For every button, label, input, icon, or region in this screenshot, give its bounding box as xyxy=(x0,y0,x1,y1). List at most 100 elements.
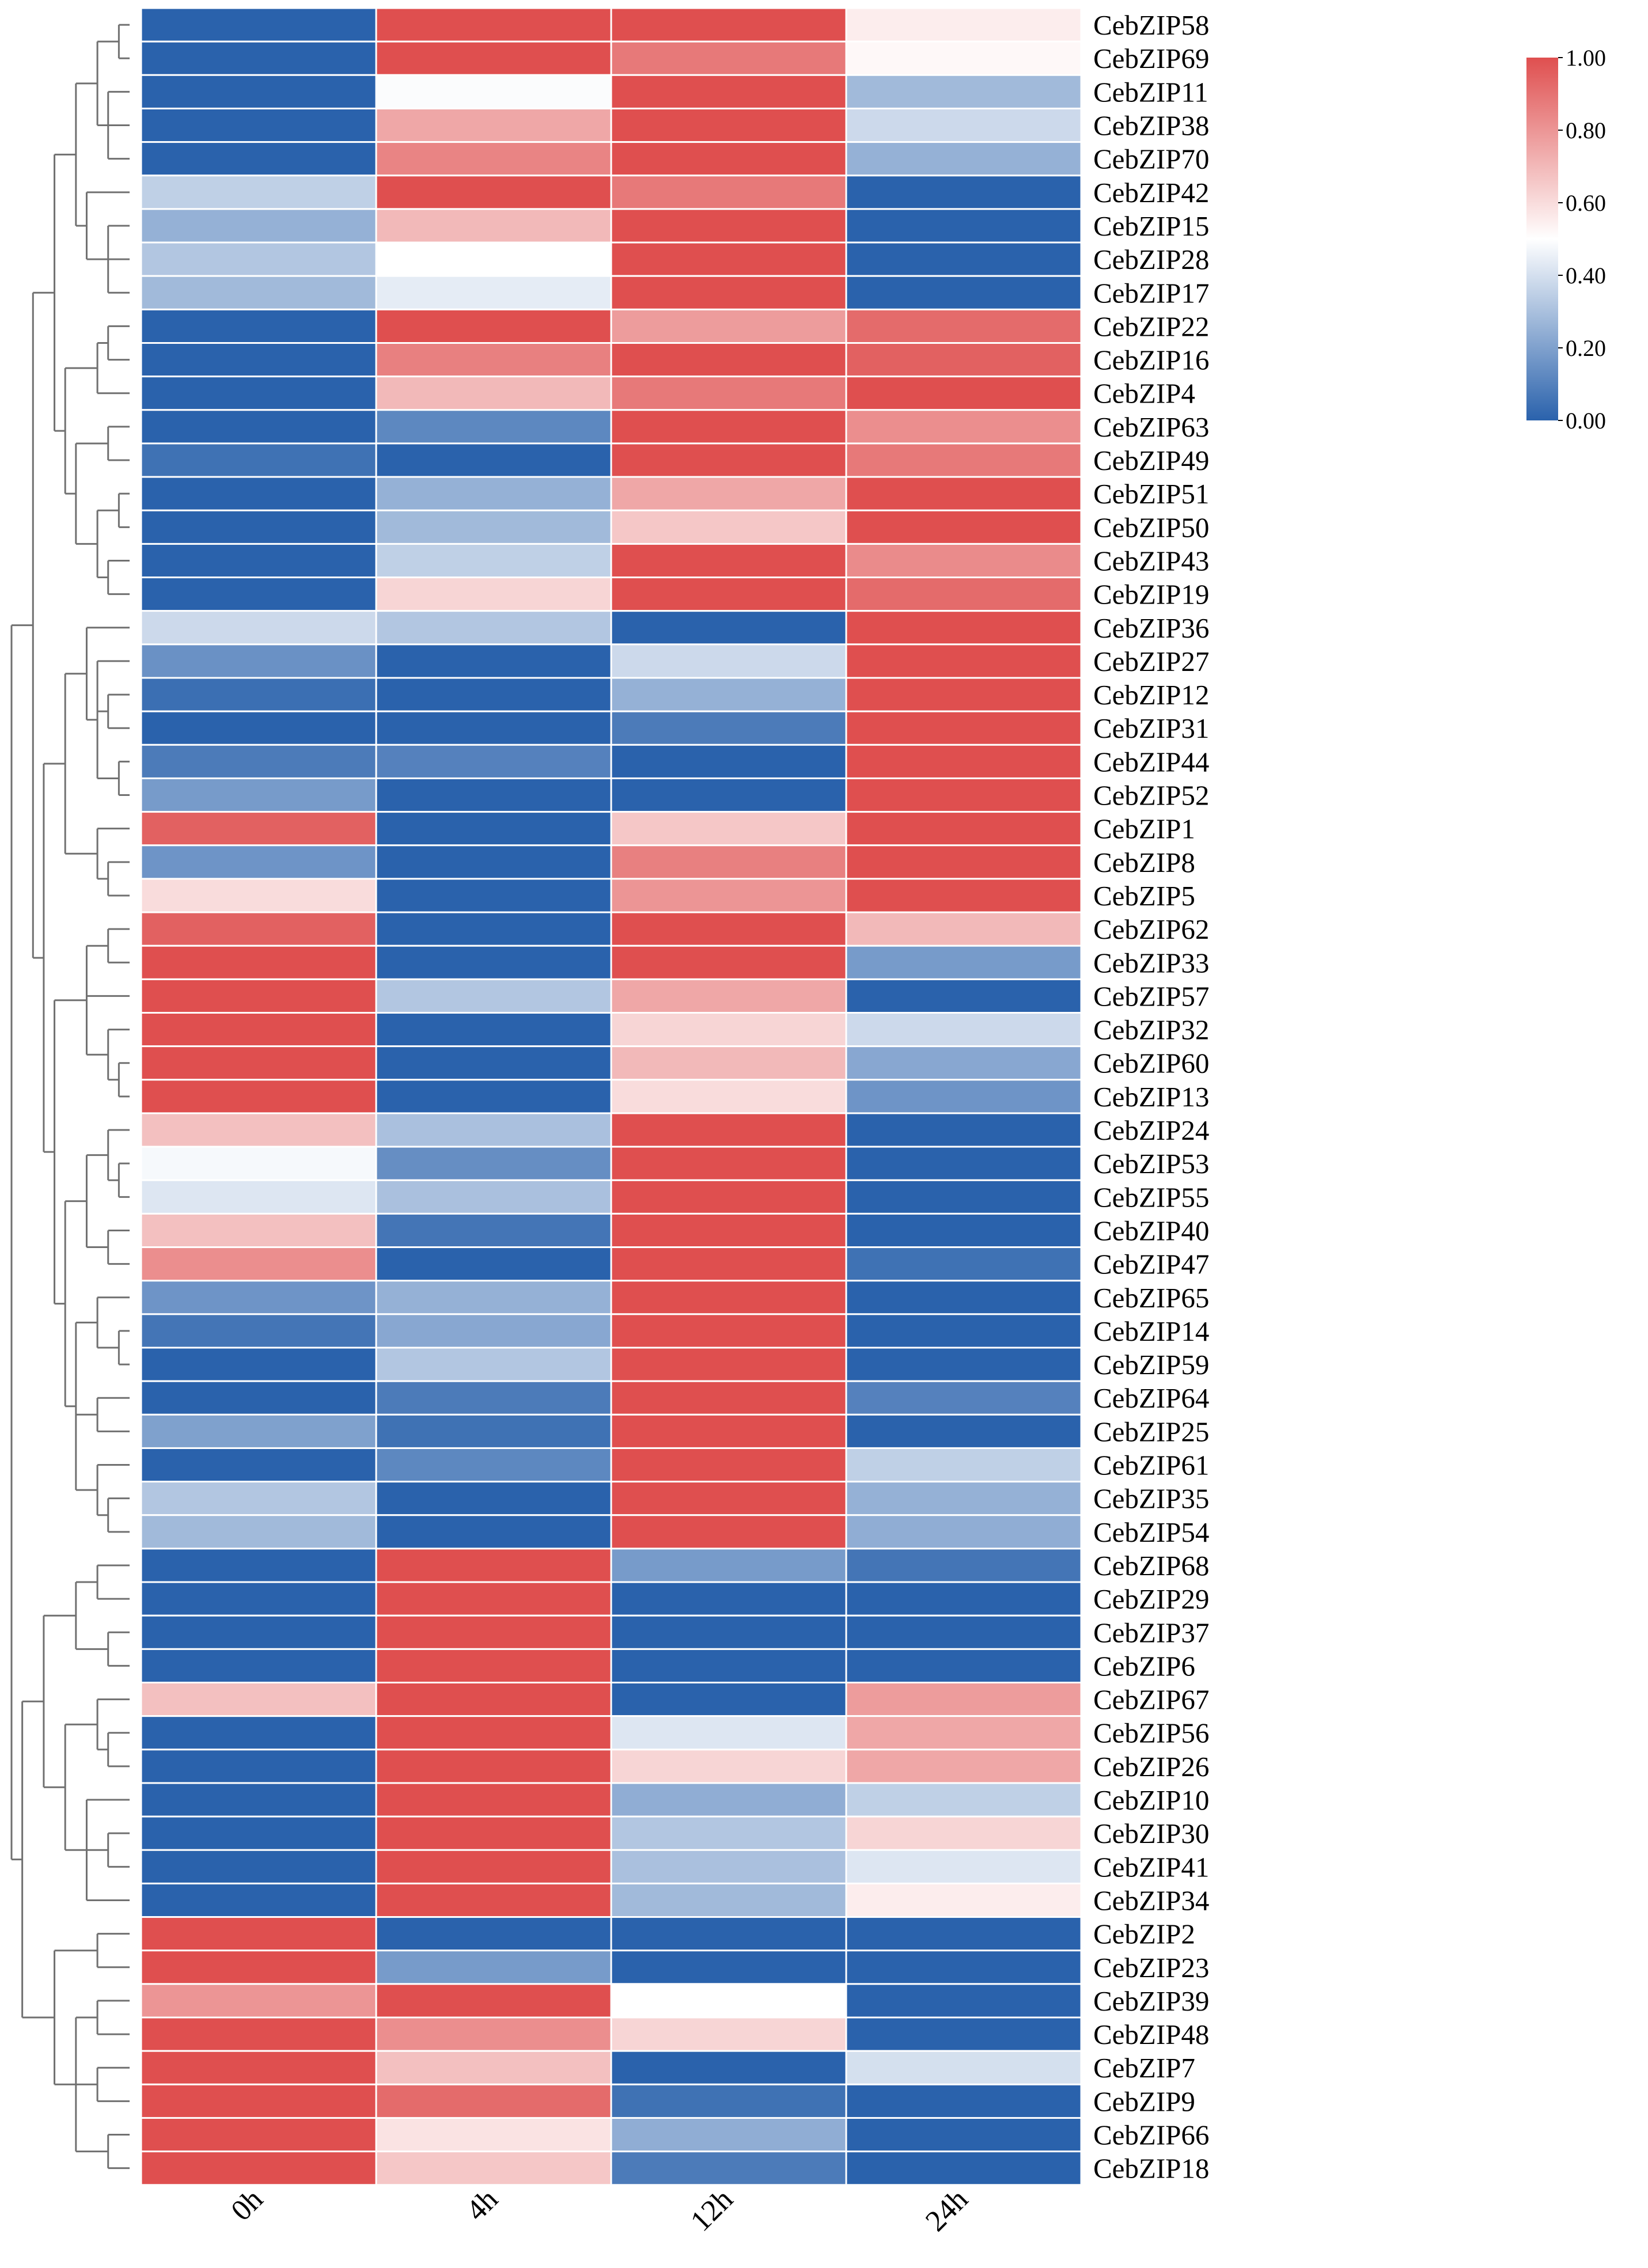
heatmap-cell xyxy=(140,811,377,847)
heatmap-cell xyxy=(140,1313,377,1349)
heatmap-cell xyxy=(610,945,847,980)
heatmap-cell xyxy=(845,1983,1082,2019)
row-label: CebZIP52 xyxy=(1093,780,1209,811)
heatmap-cell xyxy=(845,1380,1082,1416)
heatmap-cell xyxy=(845,1682,1082,1717)
row-label: CebZIP32 xyxy=(1093,1014,1209,1046)
heatmap-cell xyxy=(610,74,847,109)
row-label: CebZIP24 xyxy=(1093,1114,1209,1146)
row-label: CebZIP35 xyxy=(1093,1483,1209,1515)
heatmap-cell xyxy=(375,342,612,378)
row-label: CebZIP27 xyxy=(1093,646,1209,677)
heatmap-cell xyxy=(375,1313,612,1349)
heatmap-cell xyxy=(375,577,612,612)
heatmap-cell xyxy=(375,1146,612,1181)
heatmap-cell xyxy=(610,2083,847,2119)
heatmap-cell xyxy=(845,40,1082,76)
heatmap-cell xyxy=(845,1112,1082,1148)
heatmap-cell xyxy=(140,577,377,612)
heatmap-cell xyxy=(845,978,1082,1014)
heatmap-cell xyxy=(845,1548,1082,1583)
row-label: CebZIP7 xyxy=(1093,2052,1195,2084)
row-label: CebZIP38 xyxy=(1093,110,1209,142)
heatmap-cell xyxy=(845,1782,1082,1818)
heatmap-cell xyxy=(375,2151,612,2186)
colorbar-gradient xyxy=(1526,58,1558,420)
heatmap-cell xyxy=(610,1849,847,1884)
heatmap-cell xyxy=(610,1212,847,1249)
heatmap-cell xyxy=(845,2151,1082,2186)
heatmap-cell xyxy=(375,1045,612,1081)
row-label: CebZIP70 xyxy=(1093,143,1209,175)
heatmap-cell xyxy=(140,2083,377,2119)
heatmap-cell xyxy=(375,1849,612,1884)
heatmap-cell xyxy=(375,2050,612,2085)
heatmap-cell xyxy=(610,1514,847,1550)
heatmap-cell xyxy=(610,442,847,478)
heatmap-cell xyxy=(375,1950,612,1985)
column-label: 0h xyxy=(225,2183,269,2227)
heatmap-cell xyxy=(610,1447,847,1483)
heatmap-cell xyxy=(140,1212,377,1249)
heatmap-cell xyxy=(140,442,377,478)
heatmap-cell xyxy=(845,442,1082,478)
colorbar-tick-label: 0.40 xyxy=(1566,263,1606,289)
row-label: CebZIP16 xyxy=(1093,344,1209,376)
heatmap-cell xyxy=(845,1514,1082,1550)
heatmap-cell xyxy=(845,141,1082,177)
heatmap-cell xyxy=(140,777,377,813)
heatmap-cell xyxy=(140,7,377,43)
row-label: CebZIP48 xyxy=(1093,2019,1209,2050)
heatmap-cell xyxy=(845,1849,1082,1884)
heatmap-cell xyxy=(610,1313,847,1349)
heatmap-cell xyxy=(140,1749,377,1784)
heatmap-cell xyxy=(845,275,1082,310)
heatmap-cell xyxy=(140,2050,377,2085)
row-label: CebZIP5 xyxy=(1093,880,1195,912)
heatmap-cell xyxy=(845,643,1082,679)
heatmap-cell xyxy=(610,1815,847,1851)
row-label: CebZIP4 xyxy=(1093,378,1195,409)
heatmap-cell xyxy=(140,1950,377,1985)
heatmap-cell xyxy=(845,1179,1082,1215)
heatmap-cell xyxy=(610,1682,847,1717)
heatmap-cell xyxy=(845,476,1082,511)
heatmap-cell xyxy=(610,40,847,76)
heatmap-cell xyxy=(610,1548,847,1583)
heatmap-cell xyxy=(140,543,377,579)
heatmap-cell xyxy=(845,1146,1082,1181)
heatmap-cell xyxy=(610,710,847,746)
heatmap-cell xyxy=(845,241,1082,277)
heatmap-cell xyxy=(845,710,1082,746)
row-label: CebZIP8 xyxy=(1093,847,1195,878)
row-label: CebZIP41 xyxy=(1093,1851,1209,1883)
heatmap-cell xyxy=(375,945,612,980)
heatmap-cell xyxy=(610,677,847,712)
row-label: CebZIP60 xyxy=(1093,1048,1209,1079)
heatmap-cell xyxy=(610,409,847,445)
heatmap-cell xyxy=(845,911,1082,947)
heatmap-cell xyxy=(845,577,1082,612)
heatmap-cell xyxy=(375,677,612,712)
heatmap-cell xyxy=(140,1447,377,1483)
row-label: CebZIP25 xyxy=(1093,1416,1209,1447)
heatmap-cell xyxy=(375,1447,612,1483)
heatmap-cell xyxy=(845,1581,1082,1617)
heatmap-cell xyxy=(845,1079,1082,1114)
heatmap-cell xyxy=(375,1815,612,1851)
heatmap-cell xyxy=(610,1380,847,1416)
heatmap-cell xyxy=(375,1280,612,1315)
row-label: CebZIP29 xyxy=(1093,1583,1209,1615)
heatmap-cell xyxy=(140,2016,377,2052)
heatmap-cell xyxy=(375,911,612,947)
heatmap-cell xyxy=(610,175,847,210)
heatmap-cell xyxy=(845,811,1082,847)
heatmap-cell xyxy=(610,1715,847,1751)
colorbar-tick-label: 0.20 xyxy=(1566,335,1606,361)
heatmap-cell xyxy=(375,1481,612,1516)
row-label: CebZIP67 xyxy=(1093,1684,1209,1716)
row-label: CebZIP63 xyxy=(1093,411,1209,443)
heatmap-cell xyxy=(610,777,847,813)
heatmap-cell xyxy=(845,208,1082,244)
